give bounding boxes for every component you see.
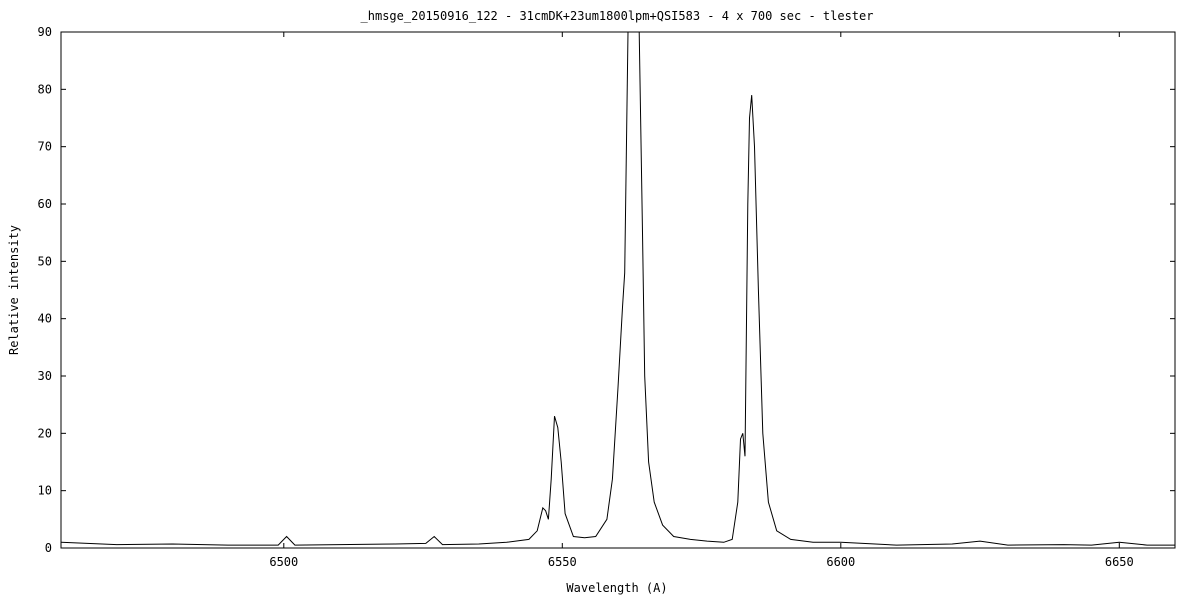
x-tick-label: 6550 [548, 555, 577, 569]
x-axis-label: Wavelength (A) [566, 581, 667, 595]
x-axis: 6500 6550 6600 6650 [269, 32, 1134, 569]
y-tick-label: 90 [38, 25, 52, 39]
x-tick-label: 6500 [269, 555, 298, 569]
y-tick-label: 10 [38, 484, 52, 498]
y-tick-label: 70 [38, 140, 52, 154]
y-tick-label: 60 [38, 197, 52, 211]
chart-title: _hmsge_20150916_122 - 31cmDK+23um1800lpm… [361, 9, 874, 23]
y-tick-label: 40 [38, 312, 52, 326]
y-tick-label: 30 [38, 369, 52, 383]
y-tick-label: 20 [38, 426, 52, 440]
spectrum-line [61, 32, 1175, 546]
y-tick-label: 80 [38, 82, 52, 96]
y-tick-label: 0 [45, 541, 52, 555]
plot-frame [60, 31, 1176, 549]
x-tick-label: 6600 [826, 555, 855, 569]
y-tick-label: 50 [38, 254, 52, 268]
x-tick-label: 6650 [1105, 555, 1134, 569]
y-axis: 0 10 20 30 40 50 60 70 80 90 [38, 25, 1175, 555]
y-axis-label: Relative intensity [7, 225, 21, 355]
